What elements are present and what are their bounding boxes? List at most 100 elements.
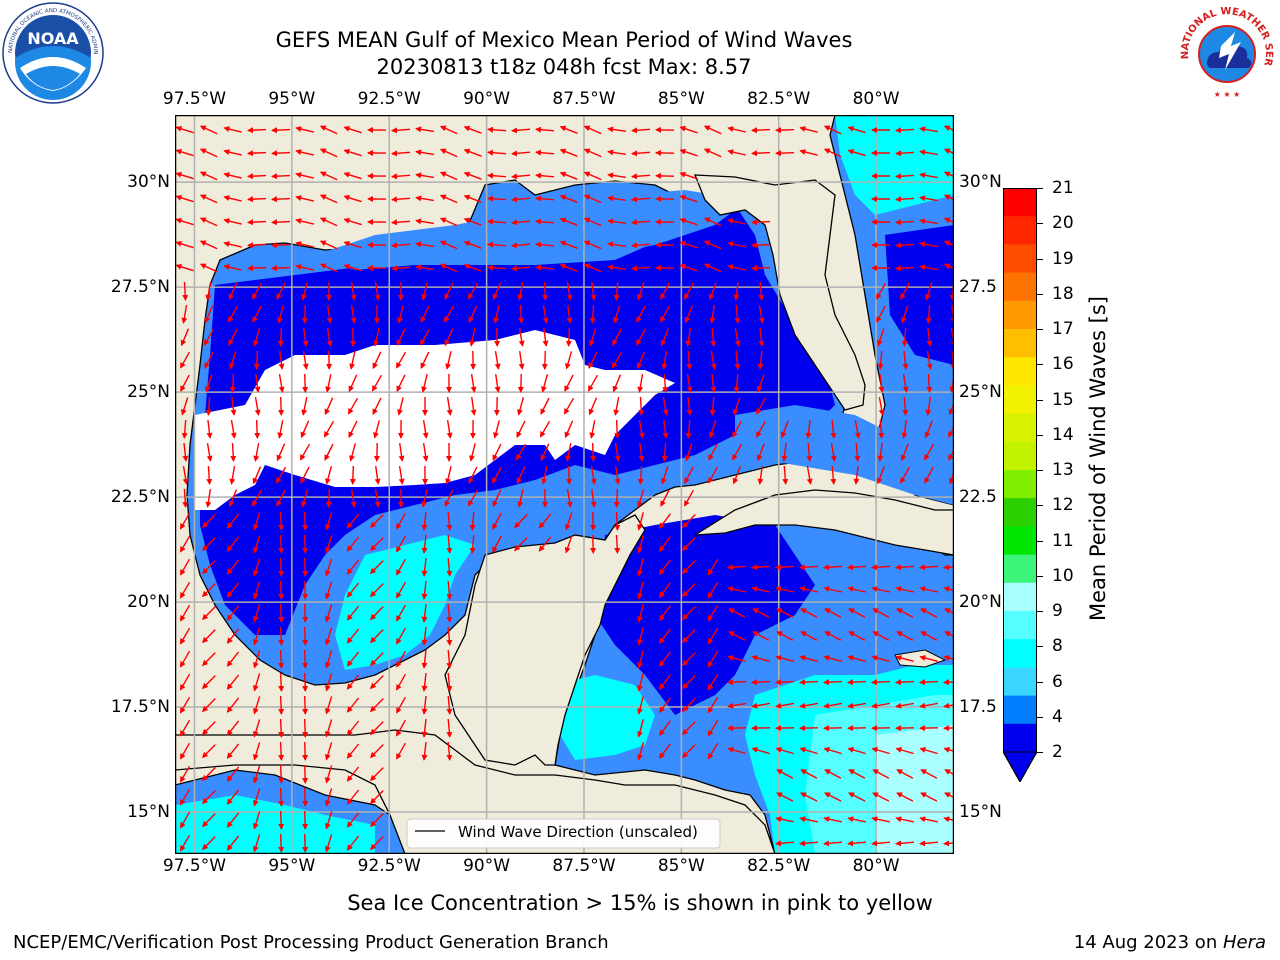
wind-arrow (563, 397, 575, 415)
wind-arrow (201, 790, 216, 805)
wind-arrow (517, 373, 524, 393)
wind-arrow (278, 741, 285, 761)
wind-arrow (204, 374, 213, 393)
wind-arrow (662, 420, 669, 439)
wind-arrow (343, 194, 362, 203)
wind-arrow (755, 420, 767, 438)
wind-arrow (686, 397, 693, 416)
lon-tick-top: 80°W (852, 89, 900, 109)
wind-arrow (854, 442, 861, 462)
wind-arrow (325, 466, 333, 485)
wind-arrow (800, 792, 818, 802)
wind-arrow (251, 489, 263, 507)
wind-arrow (847, 679, 867, 686)
wind-arrow (703, 263, 722, 273)
wind-arrow (583, 148, 602, 158)
wind-arrow (709, 305, 716, 324)
wind-arrow (487, 126, 507, 133)
wind-arrow (421, 558, 428, 577)
colorbar-label: Mean Period of Wind Waves [s] (1086, 296, 1110, 621)
wind-arrow (612, 305, 621, 324)
wind-arrow (824, 631, 842, 641)
wind-arrow (395, 535, 407, 553)
lon-tick-bottom: 97.5°W (162, 856, 227, 876)
wind-arrow (659, 513, 671, 530)
wind-arrow (758, 304, 765, 324)
colorbar-tick-mark (1037, 646, 1043, 648)
wind-arrow (708, 420, 717, 439)
wind-arrow (902, 351, 909, 370)
wind-arrow (919, 840, 939, 847)
wind-arrow (206, 420, 213, 439)
wind-arrow (346, 697, 360, 713)
wind-arrow (179, 811, 191, 829)
wind-arrow (439, 217, 458, 227)
wind-arrow (179, 696, 191, 714)
wind-arrow (251, 282, 263, 300)
wind-arrow (540, 443, 550, 462)
wind-arrow (681, 675, 696, 690)
lat-tick-right: 27.5 (959, 277, 997, 298)
wind-arrow (924, 420, 933, 439)
wind-arrow (226, 720, 240, 736)
wind-arrow (201, 836, 216, 851)
wind-arrow (492, 512, 502, 530)
wind-arrow (254, 374, 261, 393)
wind-arrow (899, 466, 911, 484)
wind-arrow (346, 812, 360, 828)
wind-arrow (707, 696, 719, 714)
colorbar-tick-mark (1037, 575, 1043, 577)
wind-arrow (516, 420, 526, 438)
wind-arrow (300, 466, 310, 484)
wind-arrow (511, 242, 531, 249)
wind-arrow (559, 217, 578, 226)
wind-arrow (420, 305, 430, 324)
wind-arrow (896, 631, 914, 641)
wind-arrow (871, 840, 891, 847)
wind-arrow (346, 536, 360, 552)
wind-arrow (919, 816, 938, 823)
wind-arrow (660, 466, 669, 485)
wind-arrow (613, 396, 620, 416)
wind-arrow (900, 443, 909, 462)
lon-tick-bottom: 82.5°W (747, 856, 811, 876)
wind-arrow (369, 767, 384, 782)
wind-arrow (324, 742, 333, 761)
wind-arrow (734, 350, 741, 370)
wind-arrow (252, 811, 261, 830)
wind-arrow (229, 373, 236, 393)
wind-arrow (659, 720, 671, 737)
wind-arrow (848, 631, 866, 641)
wind-arrow (180, 374, 190, 392)
wind-arrow (637, 696, 644, 715)
wind-arrow (566, 281, 573, 301)
wind-arrow (201, 560, 216, 575)
wind-arrow (752, 631, 770, 641)
wind-arrow (301, 397, 308, 416)
wind-arrow (439, 194, 458, 204)
wind-arrow (703, 125, 722, 135)
wind-arrow (565, 443, 572, 462)
wind-arrow (681, 583, 696, 598)
lat-tick-right: 22.5 (959, 487, 997, 508)
colorbar-tick: 16 (1052, 354, 1074, 375)
wind-arrow (247, 173, 267, 180)
wind-arrow (823, 702, 843, 709)
wind-arrow (415, 264, 435, 271)
wind-arrow (872, 608, 890, 618)
wind-arrow (775, 702, 795, 709)
wind-arrow (631, 150, 651, 157)
colorbar-segment (1003, 498, 1037, 527)
wind-arrow (374, 488, 381, 508)
wind-arrow (684, 305, 693, 324)
wind-arrow (872, 631, 890, 641)
wind-arrow (707, 650, 719, 668)
wind-arrow (925, 396, 932, 416)
wind-arrow (415, 241, 435, 248)
colorbar-tick: 4 (1052, 706, 1063, 727)
wind-arrow (247, 196, 267, 203)
wind-arrow (278, 373, 285, 393)
wind-arrow (919, 264, 939, 271)
wind-arrow (324, 558, 333, 577)
wind-arrow (659, 536, 671, 553)
